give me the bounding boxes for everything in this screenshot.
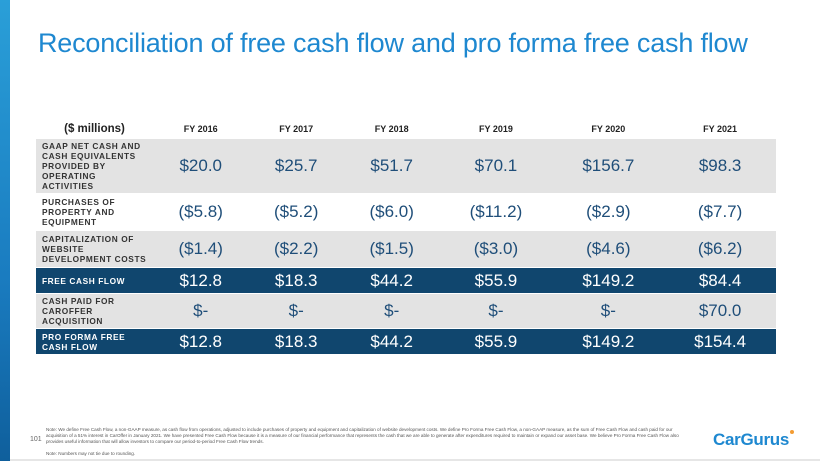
year-header: FY 2018 <box>374 124 409 134</box>
logo-text: CarGurus <box>713 430 790 449</box>
table-cell: $156.7 <box>552 139 665 194</box>
table-cell: ($2.2) <box>248 230 344 268</box>
table-cell: $55.9 <box>439 328 553 355</box>
page-title: Reconciliation of free cash flow and pro… <box>38 28 748 58</box>
table-cell: ($3.0) <box>439 230 553 268</box>
row-label: GAAP NET CASH AND CASH EQUIVALENTS PROVI… <box>36 139 153 194</box>
table-cell: $18.3 <box>248 328 344 355</box>
year-header: FY 2017 <box>279 124 314 134</box>
table-cell: $- <box>343 293 440 329</box>
table-cell: ($6.0) <box>343 193 440 231</box>
table-row: PURCHASES OF PROPERTY AND EQUIPMENT ($5.… <box>36 193 776 231</box>
table-cell: $- <box>552 293 665 329</box>
table-cell: $55.9 <box>439 267 553 294</box>
footer-divider <box>10 459 820 461</box>
table-cell: ($1.5) <box>343 230 440 268</box>
table-row: CAPITALIZATION OF WEBSITE DEVELOPMENT CO… <box>36 230 776 268</box>
cargurus-logo: CarGurus <box>713 430 795 450</box>
table-row: PRO FORMA FREE CASH FLOW $12.8 $18.3 $44… <box>36 328 776 355</box>
table-cell: $12.8 <box>153 267 249 294</box>
table-cell: ($6.2) <box>664 230 776 268</box>
table-cell: ($2.9) <box>552 193 665 231</box>
table-cell: ($5.8) <box>153 193 249 231</box>
table-cell: $98.3 <box>664 139 776 194</box>
table-row: GAAP NET CASH AND CASH EQUIVALENTS PROVI… <box>36 139 776 194</box>
table-cell: $20.0 <box>153 139 249 194</box>
footnote: Note: We define Free Cash Flow, a non-GA… <box>46 427 679 444</box>
table-cell: ($1.4) <box>153 230 249 268</box>
logo-mark-icon <box>790 430 795 434</box>
accent-bar <box>0 0 10 461</box>
table-cell: ($4.6) <box>552 230 665 268</box>
row-label: FREE CASH FLOW <box>36 267 153 294</box>
table-cell: $- <box>153 293 249 329</box>
table-cell: ($5.2) <box>248 193 344 231</box>
table-cell: ($11.2) <box>439 193 553 231</box>
table-cell: $51.7 <box>343 139 440 194</box>
rounding-note: Note: Numbers may not tie due to roundin… <box>46 451 136 456</box>
table-row: FREE CASH FLOW $12.8 $18.3 $44.2 $55.9 $… <box>36 267 776 294</box>
table-cell: $84.4 <box>664 267 776 294</box>
year-header: FY 2021 <box>703 124 738 134</box>
table-cell: $12.8 <box>153 328 249 355</box>
table-cell: $70.1 <box>439 139 553 194</box>
table-cell: $149.2 <box>552 267 665 294</box>
table-cell: $44.2 <box>343 267 440 294</box>
row-label: PRO FORMA FREE CASH FLOW <box>36 328 153 355</box>
year-header: FY 2016 <box>183 124 218 134</box>
unit-header: ($ millions) <box>64 123 125 135</box>
page-number: 101 <box>30 436 42 443</box>
row-label: CAPITALIZATION OF WEBSITE DEVELOPMENT CO… <box>36 230 153 268</box>
reconciliation-table: ($ millions) FY 2016 FY 2017 FY 2018 FY … <box>36 119 776 355</box>
table-cell: $70.0 <box>664 293 776 329</box>
year-header: FY 2019 <box>479 124 513 134</box>
table-row: CASH PAID FOR CAROFFER ACQUISITION $- $-… <box>36 293 776 329</box>
year-header: FY 2020 <box>591 124 626 134</box>
table-cell: $- <box>248 293 344 329</box>
table-cell: $25.7 <box>248 139 344 194</box>
table-cell: $18.3 <box>248 267 344 294</box>
table-cell: $- <box>439 293 553 329</box>
table-cell: $149.2 <box>552 328 665 355</box>
row-label: CASH PAID FOR CAROFFER ACQUISITION <box>36 293 153 329</box>
table-cell: $154.4 <box>664 328 776 355</box>
table-header-row: ($ millions) FY 2016 FY 2017 FY 2018 FY … <box>36 119 776 139</box>
table-cell: $44.2 <box>343 328 440 355</box>
table-cell: ($7.7) <box>664 193 776 231</box>
row-label: PURCHASES OF PROPERTY AND EQUIPMENT <box>36 193 153 231</box>
